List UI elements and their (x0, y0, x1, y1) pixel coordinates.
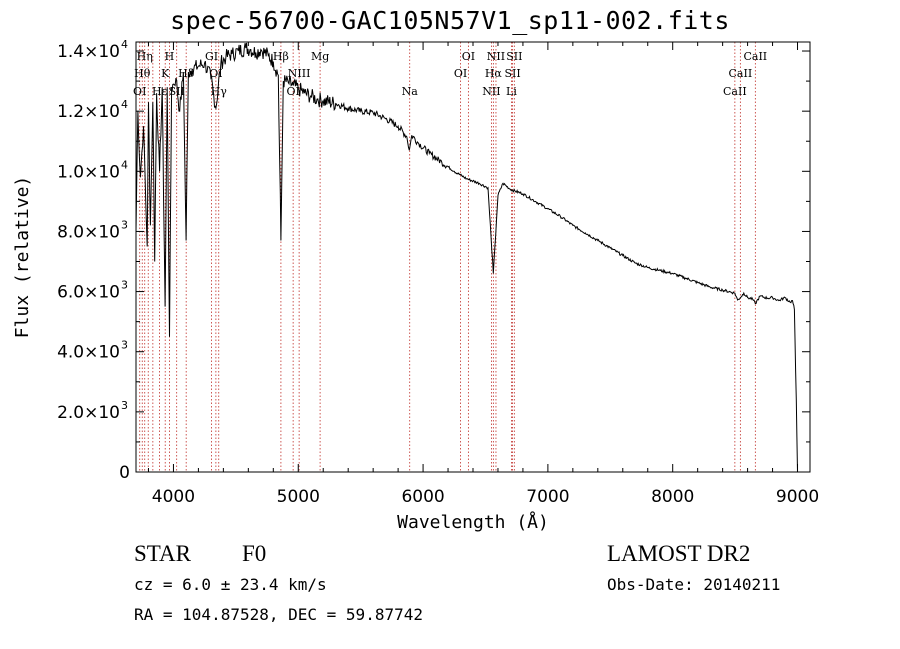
spectral-line-label: Hα (485, 67, 503, 80)
spectral-line-label: Hθ (134, 67, 151, 80)
spectrum-line (135, 42, 798, 473)
y-tick-exponent: 4 (121, 38, 128, 51)
y-tick-label: 8.0×10 (57, 222, 120, 242)
object-subclass: F0 (242, 541, 267, 566)
spectral-line-label: Na (402, 85, 419, 98)
spectral-line-label: Mg (311, 50, 329, 63)
x-axis-ticks: 4000 5000 6000 7000 8000 9000 (147, 42, 819, 507)
x-tick-label: 6000 (401, 487, 444, 507)
obs-date: Obs-Date: 20140211 (607, 575, 781, 594)
spectral-line-label: Li (506, 85, 517, 98)
spectral-line-markers (139, 42, 756, 472)
y-tick-exponent: 4 (121, 98, 128, 111)
spectral-line-label: CaII (729, 67, 753, 80)
spectral-line-label: OI (133, 85, 146, 98)
spectral-line-label: SII (504, 67, 520, 80)
spectral-line-label: OI (454, 67, 467, 80)
y-tick-label: 4.0×10 (57, 343, 120, 363)
spectral-line-label: SII (506, 50, 522, 63)
y-tick-exponent: 4 (121, 158, 128, 171)
x-axis-label: Wavelength (Å) (397, 511, 549, 533)
spectral-line-label: K (161, 67, 170, 80)
spectral-line-label: OI (286, 85, 299, 98)
spectral-line-label: CaII (743, 50, 767, 63)
spectral-line-labels: OIHθHηHεKHSIIHδGIOIHγHβOINIIIMgNaOIOINII… (133, 50, 767, 98)
y-tick-label: 0 (119, 463, 130, 483)
x-tick-label: 5000 (277, 487, 320, 507)
spectral-line-label: Hγ (211, 85, 228, 98)
y-tick-exponent: 3 (121, 218, 128, 231)
plot-frame (135, 41, 811, 473)
y-tick-exponent: 3 (121, 399, 128, 412)
x-tick-label: 4000 (152, 487, 195, 507)
spectral-line-label: NII (482, 85, 500, 98)
spectral-line-label: NII (487, 50, 505, 63)
x-tick-label: 7000 (526, 487, 569, 507)
spectral-line-label: NIII (288, 67, 311, 80)
x-tick-label: 9000 (776, 487, 819, 507)
spectral-line-label: GI (205, 50, 218, 63)
y-tick-label: 1.4×10 (57, 42, 120, 62)
y-tick-label: 1.2×10 (57, 102, 120, 122)
object-class: STAR (134, 541, 191, 566)
x-tick-label: 8000 (651, 487, 694, 507)
spectral-line-label: Hβ (273, 50, 289, 63)
y-axis-label: Flux (relative) (12, 176, 33, 339)
spectral-line-label: CaII (723, 85, 747, 98)
spectral-line-label: OI (462, 50, 475, 63)
survey-name: LAMOST DR2 (607, 541, 751, 566)
y-tick-label: 2.0×10 (57, 403, 120, 423)
y-tick-label: 6.0×10 (57, 283, 120, 303)
y-tick-label: 1.0×10 (57, 162, 120, 182)
spectral-line-label: Hε (152, 85, 168, 98)
spectrum-series (135, 42, 798, 473)
redshift-text: cz = 6.0 ± 23.4 km/s (134, 575, 327, 594)
chart-title: spec-56700-GAC105N57V1_sp11-002.fits (170, 6, 730, 35)
spectral-line-label: Hη (137, 50, 153, 63)
y-axis-ticks: 02.0×10 34.0×10 36.0×10 38.0×10 31.0×10 41.2×… (57, 38, 810, 483)
coordinates: RA = 104.87528, DEC = 59.87742 (134, 605, 423, 624)
spectral-line-label: H (165, 50, 175, 63)
spectral-line-label: Hδ (178, 67, 195, 80)
y-tick-exponent: 3 (121, 339, 128, 352)
y-tick-exponent: 3 (121, 279, 128, 292)
